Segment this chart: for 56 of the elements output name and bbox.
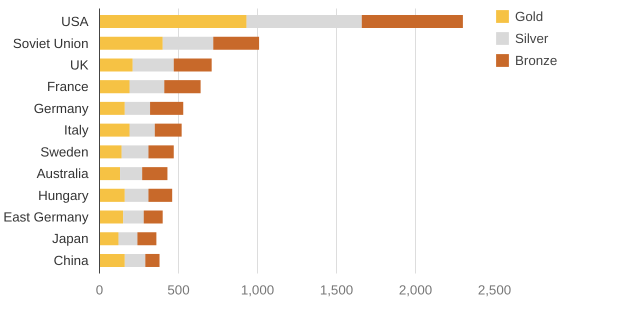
y-tick-label: Soviet Union [12,36,89,51]
y-tick-label: Germany [34,100,89,116]
bar [124,188,148,202]
bar [164,80,201,94]
bar [144,210,163,224]
bar [122,145,148,158]
y-tick-label: China [54,252,90,268]
bar [118,232,138,246]
bar [100,210,124,224]
y-tick-label: UK [70,57,89,72]
bar [142,167,168,180]
bar [100,145,122,158]
x-tick-label: 2,000 [398,282,432,298]
bar [100,80,130,94]
y-tick-label: East Germany [3,210,89,225]
bar [246,15,362,28]
y-tick-label: France [47,79,89,94]
bar [130,80,164,94]
bar [100,102,125,115]
bar [100,36,163,50]
x-tick-label: 1,000 [240,282,274,298]
bar [100,124,130,137]
x-tick-label: 2,500 [478,282,512,298]
bar [100,58,133,72]
bar [100,188,125,202]
bar [124,102,150,115]
y-tick-label: Japan [52,231,89,246]
bar [100,232,118,246]
bar [132,58,174,72]
bar [148,145,174,158]
y-tick-label: Hungary [38,188,89,203]
bar [145,254,160,267]
bar [123,210,144,224]
y-tick-label: USA [61,14,89,30]
y-tick-label: Australia [36,166,90,182]
bar [120,167,142,180]
bar [100,167,120,180]
x-tick-label: 500 [167,282,190,298]
x-tick-label: 1,500 [320,282,354,298]
bar [150,102,184,115]
bar [100,254,125,267]
y-tick-label: Sweden [40,144,89,160]
bar [213,36,260,50]
y-tick-label: Italy [64,122,89,138]
bar [137,232,156,246]
bar [362,15,463,28]
bar [154,124,182,137]
legend-label: Bronze [515,52,558,68]
bar [174,58,212,72]
bar [130,124,155,137]
x-tick-label: 0 [96,282,104,298]
legend-label: Gold [515,8,544,24]
bar [100,15,246,28]
legend-label: Silver [515,30,548,46]
bar [124,254,146,267]
bar [148,188,172,202]
